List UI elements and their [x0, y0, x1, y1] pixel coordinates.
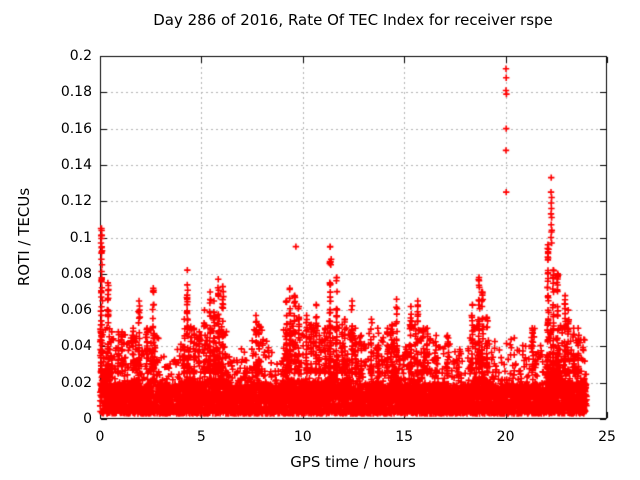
y-tick-label-0: 0: [83, 411, 92, 427]
y-tick-label-0.2: 0.2: [69, 48, 92, 64]
y-tick-label-0.06: 0.06: [60, 302, 92, 319]
y-tick-label-0.14: 0.14: [60, 156, 92, 173]
x-tick-label-15: 15: [395, 429, 414, 445]
x-tick-label-0: 0: [95, 429, 105, 445]
y-tick-label-0.18: 0.18: [60, 84, 92, 101]
chart-title: Day 286 of 2016, Rate Of TEC Index for r…: [153, 11, 553, 29]
y-tick-label-0.02: 0.02: [60, 374, 92, 391]
y-tick-label-0.16: 0.16: [60, 120, 92, 137]
y-tick-label-0.12: 0.12: [60, 193, 92, 210]
x-axis-title: GPS time / hours: [290, 453, 416, 471]
x-tick-label-10: 10: [293, 429, 312, 445]
x-tick-label-5: 5: [196, 429, 206, 445]
y-tick-label-0.08: 0.08: [60, 265, 92, 282]
x-tick-label-20: 20: [496, 429, 515, 445]
y-tick-label-0.04: 0.04: [60, 338, 92, 355]
x-tick-label-25: 25: [598, 429, 616, 445]
y-tick-label-0.1: 0.1: [69, 229, 92, 246]
